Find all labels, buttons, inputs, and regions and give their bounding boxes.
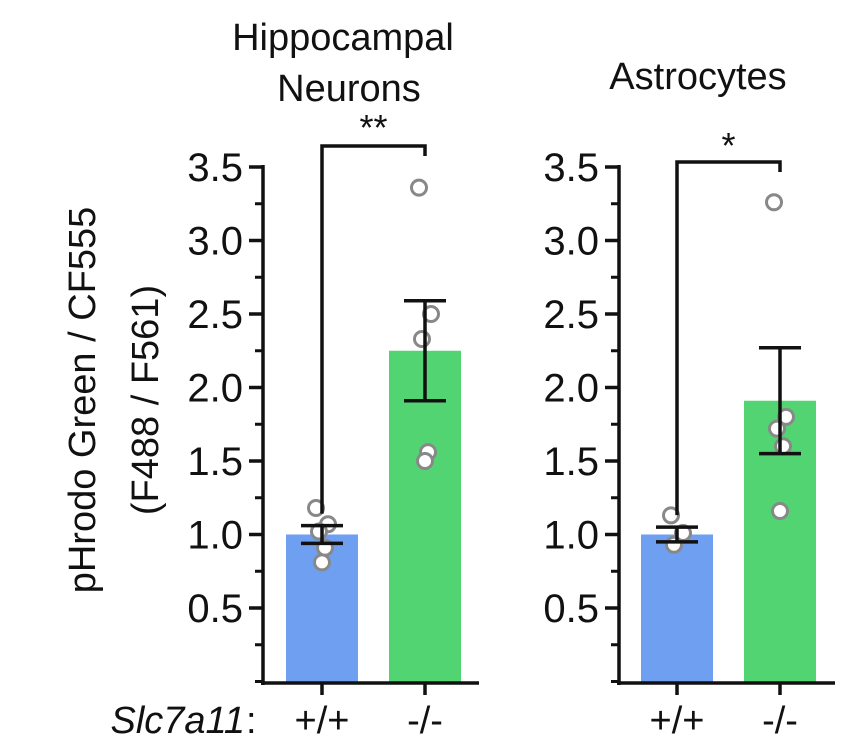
y-tick-label: 3.0 <box>187 220 243 264</box>
y-tick-label: 0.5 <box>187 587 243 631</box>
bar-ko <box>389 350 461 683</box>
data-point <box>662 506 680 525</box>
y-tick-label: 3.0 <box>543 220 599 264</box>
significance-marker: ** <box>359 107 387 148</box>
panel-astrocytes: 0.5 1.0 1.5 2.0 2.5 3.0 3.5 +/+ -/- * <box>543 125 835 742</box>
data-point <box>774 437 792 456</box>
data-point <box>416 452 434 470</box>
panel-hippocampal-neurons: 0.5 1.0 1.5 2.0 2.5 3.0 3.5 +/+ -/- ** <box>187 107 479 742</box>
x-category-label: -/- <box>762 700 798 742</box>
y-axis-label-line2: (F488 / F561) <box>125 285 167 515</box>
x-category-label: +/+ <box>295 700 350 742</box>
data-point <box>413 329 431 348</box>
y-tick-label: 3.5 <box>187 146 243 190</box>
panel1-title-line1: Hippocampal <box>232 17 454 59</box>
significance-bracket <box>320 144 427 514</box>
data-point <box>768 419 786 438</box>
data-point <box>665 535 683 554</box>
data-point <box>410 178 428 197</box>
y-tick-label: 2.5 <box>187 293 243 337</box>
y-tick-label: 2.0 <box>543 367 599 411</box>
y-tick-label: 1.5 <box>543 440 599 484</box>
y-tick-label: 1.0 <box>187 514 243 558</box>
panel1-title-line2: Neurons <box>277 68 421 110</box>
genotype-label: Slc7a11 <box>110 700 245 742</box>
genotype-colon: : <box>246 700 257 742</box>
y-axis-label: pHrodo Green / CF555 (F488 / F561) <box>62 207 167 594</box>
x-category-label: +/+ <box>650 700 705 742</box>
y-tick-label: 1.5 <box>187 440 243 484</box>
y-axis-label-line1: pHrodo Green / CF555 <box>62 207 104 594</box>
significance-bracket <box>675 160 782 516</box>
y-tick-label: 0.5 <box>543 587 599 631</box>
data-point <box>765 193 783 212</box>
data-point <box>771 501 789 520</box>
y-tick-label: 1.0 <box>543 514 599 558</box>
panel2-title: Astrocytes <box>609 56 786 98</box>
y-tick-label: 3.5 <box>543 146 599 190</box>
bar-wt <box>641 534 713 683</box>
data-point <box>313 553 331 572</box>
x-category-label: -/- <box>407 700 443 742</box>
significance-marker: * <box>721 125 735 166</box>
y-tick-label: 2.0 <box>187 367 243 411</box>
y-tick-label: 2.5 <box>543 293 599 337</box>
